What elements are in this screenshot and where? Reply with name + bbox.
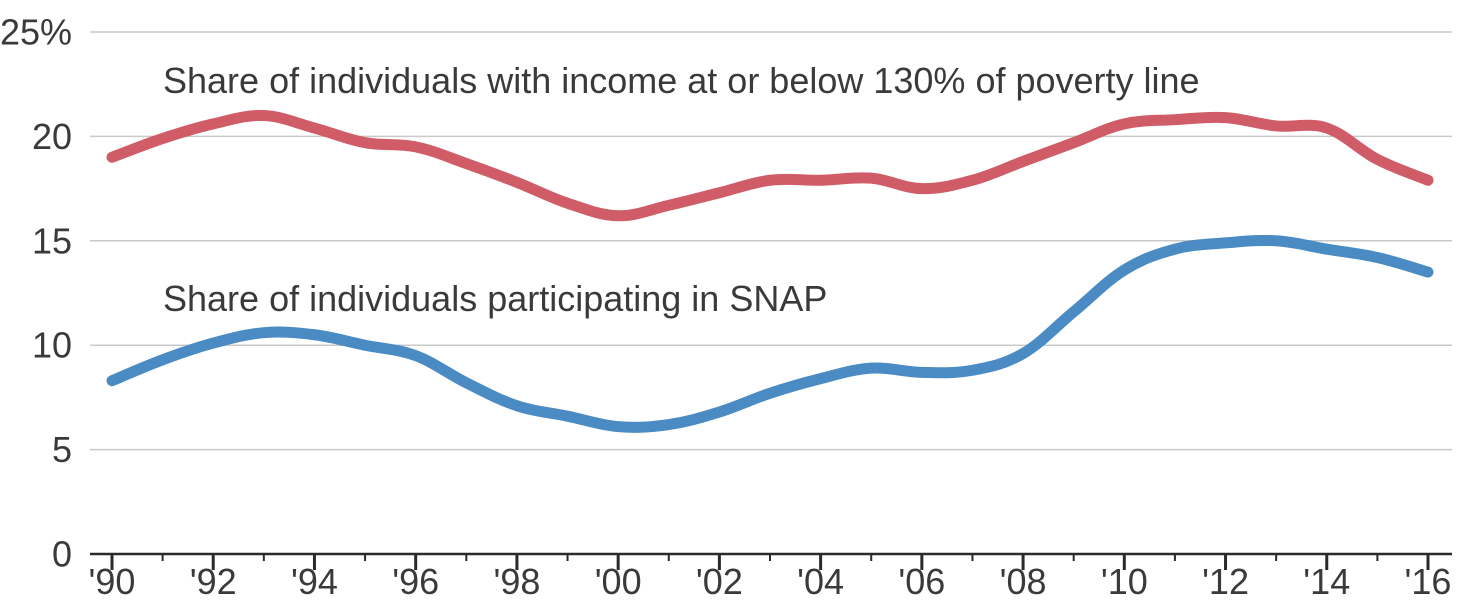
y-axis-tick-labels: 0 5 10 15 20 25% [0,12,72,575]
x-tick-label: '12 [1202,561,1249,602]
y-tick-label: 25% [0,12,72,53]
y-tick-label: 0 [52,534,72,575]
x-tick-label: '96 [392,561,439,602]
x-tick-label: '06 [898,561,945,602]
x-tick-label: '94 [291,561,338,602]
gridlines [90,31,1452,451]
x-tick-label: '00 [595,561,642,602]
series-line-snap [106,234,1434,433]
x-axis: '90 '92 '94 '96 '98 '00 '02 '04 '06 '08 '10 '12 '14 '… [89,552,1452,602]
x-tick-label: '16 [1405,561,1452,602]
x-tick-label: '90 [89,561,136,602]
x-tick-label: '92 [190,561,237,602]
x-tick-label: '98 [493,561,540,602]
x-tick-label: '02 [696,561,743,602]
y-tick-label: 20 [32,116,72,157]
x-tick-label: '04 [797,561,844,602]
y-tick-label: 15 [32,220,72,261]
x-tick-label: '14 [1303,561,1350,602]
y-tick-label: 5 [52,429,72,470]
x-tick-label: '10 [1101,561,1148,602]
series-label-snap: Share of individuals participating in SN… [163,278,827,319]
x-tick-label: '08 [1000,561,1047,602]
series-lines [106,109,1434,433]
series-line-poverty [106,109,1434,222]
y-tick-label: 10 [32,325,72,366]
series-label-poverty: Share of individuals with income at or b… [163,60,1200,101]
